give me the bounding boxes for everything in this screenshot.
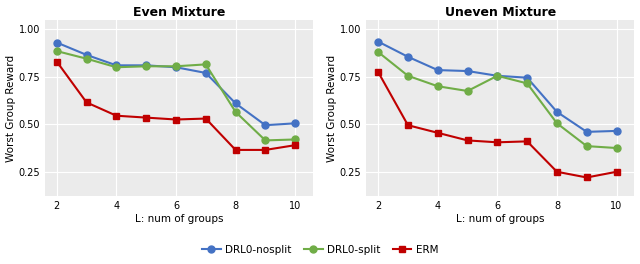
Title: Uneven Mixture: Uneven Mixture xyxy=(445,6,556,18)
Legend: DRL0-nosplit, DRL0-split, ERM: DRL0-nosplit, DRL0-split, ERM xyxy=(198,241,442,259)
X-axis label: L: num of groups: L: num of groups xyxy=(134,214,223,224)
Title: Even Mixture: Even Mixture xyxy=(132,6,225,18)
X-axis label: L: num of groups: L: num of groups xyxy=(456,214,545,224)
Y-axis label: Worst Group Reward: Worst Group Reward xyxy=(327,55,337,162)
Y-axis label: Worst Group Reward: Worst Group Reward xyxy=(6,55,15,162)
